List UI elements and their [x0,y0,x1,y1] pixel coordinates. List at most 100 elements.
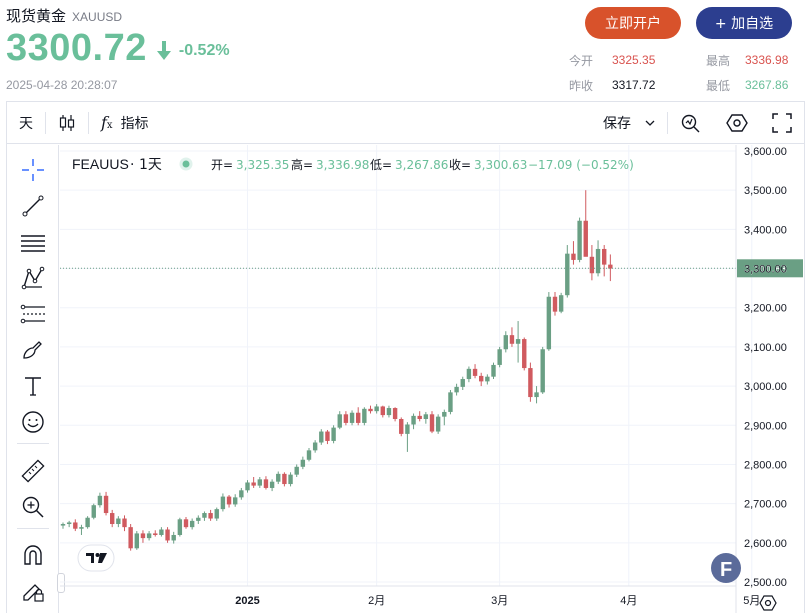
price-tick-label: 3,200.00 [744,303,787,315]
collapse-toolbar-handle[interactable] [57,573,65,593]
settings-button[interactable] [714,102,760,143]
candle [595,240,601,277]
candle [497,346,502,368]
candle [485,374,490,385]
candle [460,376,465,391]
candle [454,383,459,396]
legend-dot: · [130,157,134,173]
candle [442,409,447,426]
candle [374,404,379,414]
candle [380,405,385,418]
candle [116,516,121,528]
candle [60,522,66,529]
open-label: 今开 [569,54,594,68]
legend-change: −17.09 (−0.52%) [528,158,634,172]
candle [128,524,133,551]
price-tick-label: 3,600.00 [744,146,787,158]
zoom-tool[interactable] [20,494,46,520]
snapshot-icon [681,114,700,132]
toolbar-divider [88,111,89,134]
candle [282,472,287,487]
price-axis[interactable]: 3,600.00 3,500.00 3,400.00 3,300.00 3,200.00… [735,145,787,613]
horizontal-lines-icon [21,235,45,252]
price-tick-label: 2,800.00 [744,459,787,471]
price-tick-label: 2,500.00 [744,577,787,589]
pattern-tool[interactable] [20,265,46,291]
candle [171,531,176,544]
chevron-down-icon [645,120,655,126]
time-axis[interactable]: 2025 2月 3月 4月 5月 [60,585,777,611]
candle [177,517,183,537]
candle [405,422,410,452]
candle [515,321,521,363]
candle [392,407,398,422]
candle [91,503,96,520]
candle [343,411,349,426]
price-tick-label: 3,100.00 [744,342,787,354]
candle [583,190,588,257]
legend-o-label: 开= [211,158,233,172]
trendline-tool[interactable] [20,193,46,219]
chart-type-button[interactable] [46,102,88,143]
candle [263,476,269,490]
candle [423,411,429,424]
candle [503,331,508,353]
last-price-tag-label: 3,300.63 [744,263,787,275]
price-tick-label: 3,300.00 [744,264,787,276]
text-tool[interactable] [20,373,46,399]
price-tick-label: 2,700.00 [744,499,787,511]
snapshot-button[interactable] [668,102,714,143]
price-tick-label: 3,500.00 [744,185,787,197]
lock-pencil-tool[interactable] [20,578,46,604]
magnet-tool[interactable] [20,542,46,568]
candle [239,487,244,500]
f-badge-icon[interactable]: F [711,553,741,583]
ohlc-legend: 开= 3,325.35 高= 3,336.98 低= 3,267.86 收= 3… [211,157,634,172]
change-percent: -0.52% [178,41,230,59]
drawing-toolbar [7,145,65,613]
candle [220,493,226,512]
candle [73,519,78,532]
high-label: 最高 [706,54,731,68]
price-chart[interactable]: 3,300.63 3,600.00 3,500.00 3,400.00 3,300.0… [60,145,804,613]
candle [79,524,84,535]
crosshair-tool[interactable] [20,157,46,183]
brush-tool[interactable] [20,337,46,363]
candle [362,407,367,426]
fullscreen-button[interactable] [760,102,804,143]
zoom-in-icon [22,496,44,518]
toolbar-right: 保存 [591,102,804,143]
candle [66,520,72,528]
candle [589,245,595,281]
price-tick-label: 3,000.00 [744,381,787,393]
candles [60,190,613,551]
emoji-tool[interactable] [20,409,46,435]
add-watchlist-button[interactable]: + 加自选 [696,7,792,39]
fib-tool[interactable] [20,301,46,327]
candle [368,405,373,414]
interval-button[interactable]: 天 [7,102,45,143]
save-button[interactable]: 保存 [591,102,667,143]
candle [122,515,127,532]
candle [294,464,299,477]
arrow-down-icon [156,40,171,60]
interval-label: 天 [19,115,33,132]
candle [337,411,342,430]
candle [540,346,545,394]
quote-timestamp: 2025-04-28 20:28:07 [6,78,118,92]
horizontal-lines-tool[interactable] [20,229,46,255]
candle [251,476,256,488]
candle [565,245,570,298]
time-tick-label: 2025 [235,595,259,607]
tradingview-logo[interactable] [77,544,115,572]
candle [189,518,195,530]
svg-text:F: F [720,559,732,581]
candle [509,327,515,347]
axis-settings-icon[interactable] [759,595,777,611]
ruler-tool[interactable] [20,458,46,484]
fx-icon: fx [101,113,113,132]
chart-widget: 天 fx 指标 保存 [6,101,805,613]
indicators-button[interactable]: fx 指标 [89,102,161,143]
last-price: 3300.72 [6,27,147,69]
open-account-button[interactable]: 立即开户 [585,7,681,39]
